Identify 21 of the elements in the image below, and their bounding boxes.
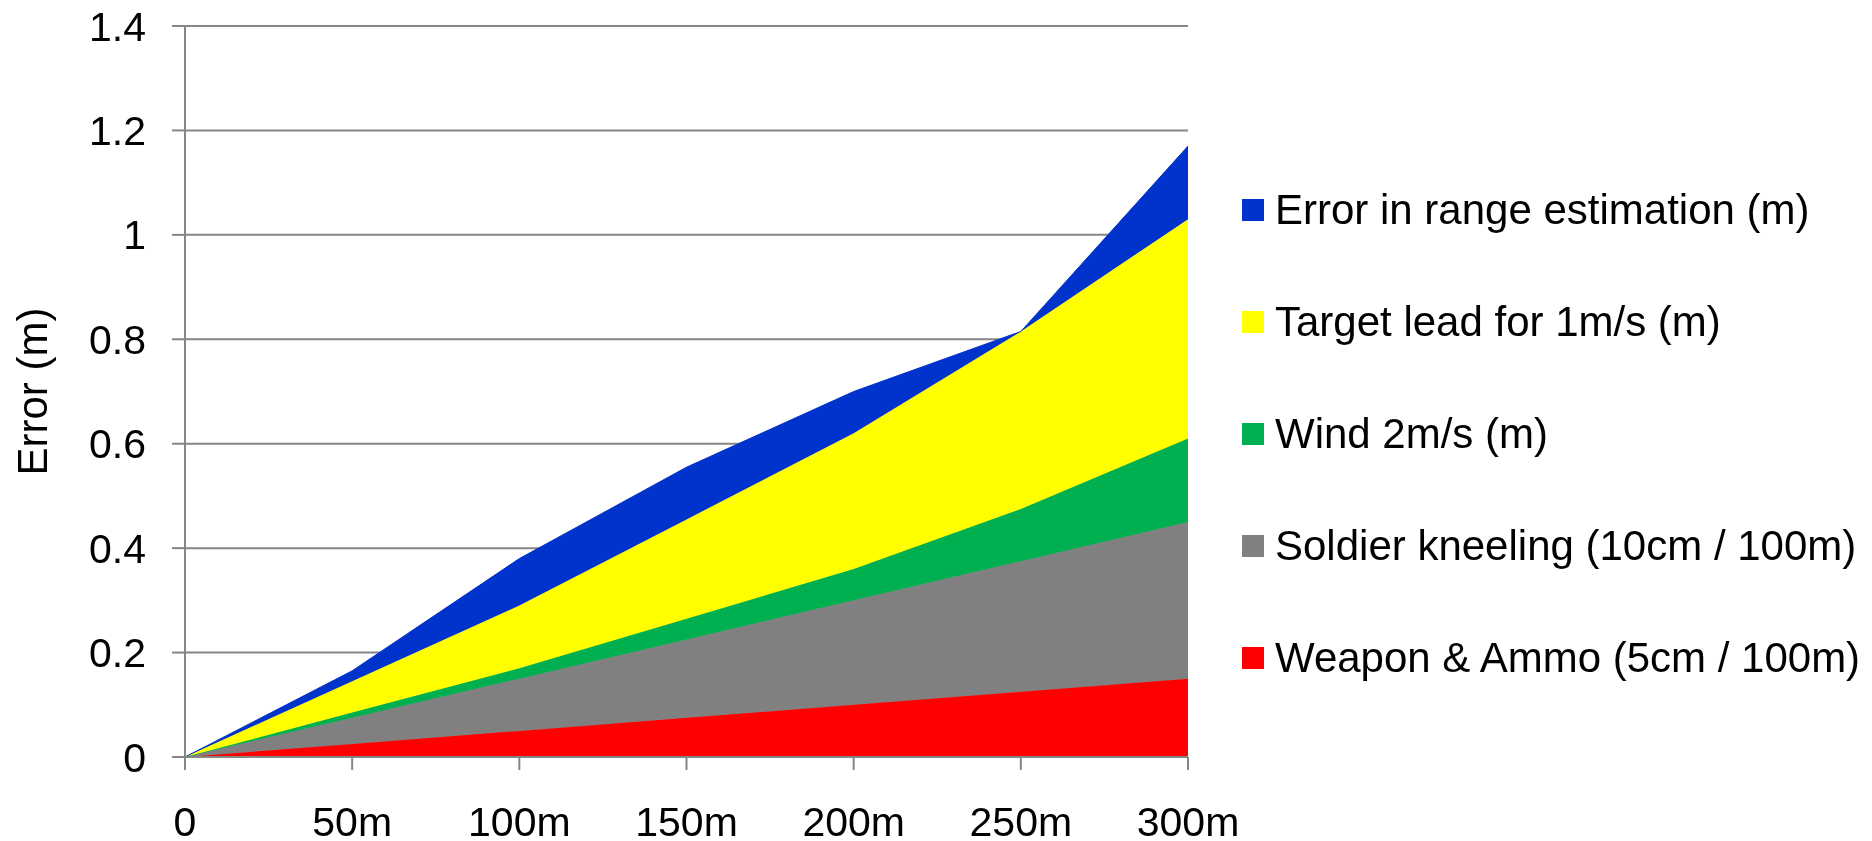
x-tick-label: 250m	[969, 799, 1073, 841]
x-tick-label: 150m	[635, 799, 738, 841]
legend-label: Target lead for 1m/s (m)	[1275, 298, 1721, 346]
x-tick-label: 50m	[312, 799, 393, 841]
legend-label: Soldier kneeling (10cm / 100m)	[1275, 522, 1857, 570]
y-tick-label: 0.8	[89, 316, 146, 363]
x-tick-label: 300m	[1136, 799, 1240, 841]
y-tick-label: 1.2	[89, 107, 146, 154]
y-tick-label: 0.2	[89, 630, 146, 677]
y-axis-title: Error (m)	[8, 307, 56, 476]
y-tick-label: 0	[123, 734, 146, 781]
x-tick-label: 200m	[802, 799, 905, 841]
y-tick-label: 1	[123, 212, 146, 259]
x-tick-label: 0	[173, 799, 197, 841]
legend-label: Wind 2m/s (m)	[1275, 410, 1548, 458]
x-tick-label: 100m	[468, 799, 571, 841]
y-tick-label: 1.4	[89, 3, 146, 50]
legend-label: Weapon & Ammo (5cm / 100m)	[1275, 634, 1861, 682]
legend-label: Error in range estimation (m)	[1275, 186, 1810, 234]
y-tick-label: 0.4	[89, 525, 146, 572]
y-tick-label: 0.6	[89, 421, 146, 468]
